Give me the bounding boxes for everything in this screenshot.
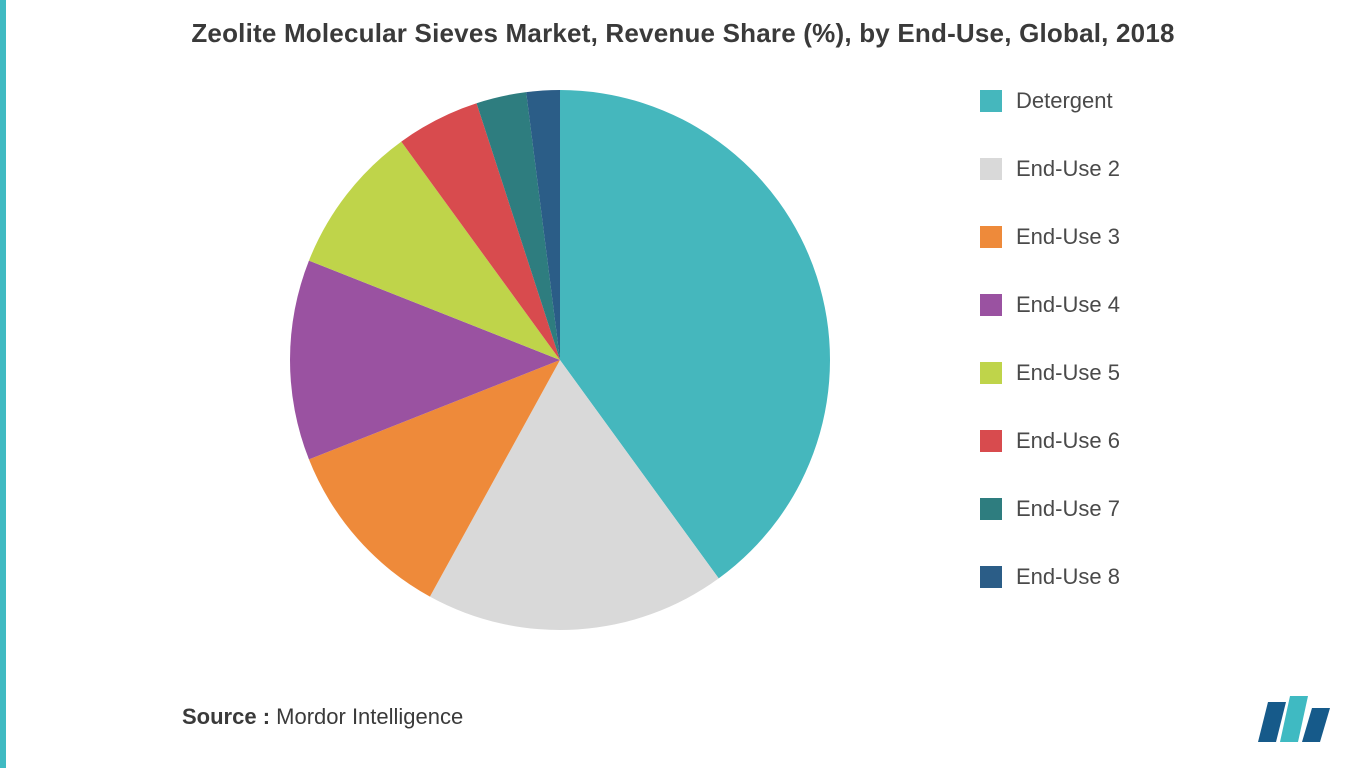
legend-swatch bbox=[980, 158, 1002, 180]
legend-item-2: End-Use 3 bbox=[980, 224, 1120, 250]
legend-item-6: End-Use 7 bbox=[980, 496, 1120, 522]
source-label: Source : bbox=[182, 704, 276, 729]
legend-label: End-Use 7 bbox=[1016, 496, 1120, 522]
legend-label: End-Use 5 bbox=[1016, 360, 1120, 386]
legend-item-1: End-Use 2 bbox=[980, 156, 1120, 182]
legend-swatch bbox=[980, 226, 1002, 248]
chart-title: Zeolite Molecular Sieves Market, Revenue… bbox=[0, 18, 1366, 49]
legend-item-7: End-Use 8 bbox=[980, 564, 1120, 590]
legend-swatch bbox=[980, 566, 1002, 588]
source-line: Source : Mordor Intelligence bbox=[182, 704, 463, 730]
legend-label: End-Use 3 bbox=[1016, 224, 1120, 250]
legend: Detergent End-Use 2 End-Use 3 End-Use 4 End-… bbox=[980, 88, 1120, 590]
legend-label: End-Use 8 bbox=[1016, 564, 1120, 590]
legend-swatch bbox=[980, 498, 1002, 520]
legend-item-0: Detergent bbox=[980, 88, 1120, 114]
legend-label: End-Use 6 bbox=[1016, 428, 1120, 454]
legend-item-5: End-Use 6 bbox=[980, 428, 1120, 454]
legend-swatch bbox=[980, 294, 1002, 316]
legend-item-3: End-Use 4 bbox=[980, 292, 1120, 318]
source-value: Mordor Intelligence bbox=[276, 704, 463, 729]
legend-label: End-Use 2 bbox=[1016, 156, 1120, 182]
legend-swatch bbox=[980, 362, 1002, 384]
legend-swatch bbox=[980, 430, 1002, 452]
accent-bar bbox=[0, 0, 6, 768]
legend-item-4: End-Use 5 bbox=[980, 360, 1120, 386]
pie-chart bbox=[280, 80, 840, 640]
legend-label: End-Use 4 bbox=[1016, 292, 1120, 318]
logo-bar-3 bbox=[1302, 708, 1330, 742]
brand-logo bbox=[1256, 694, 1334, 742]
legend-swatch bbox=[980, 90, 1002, 112]
legend-label: Detergent bbox=[1016, 88, 1113, 114]
